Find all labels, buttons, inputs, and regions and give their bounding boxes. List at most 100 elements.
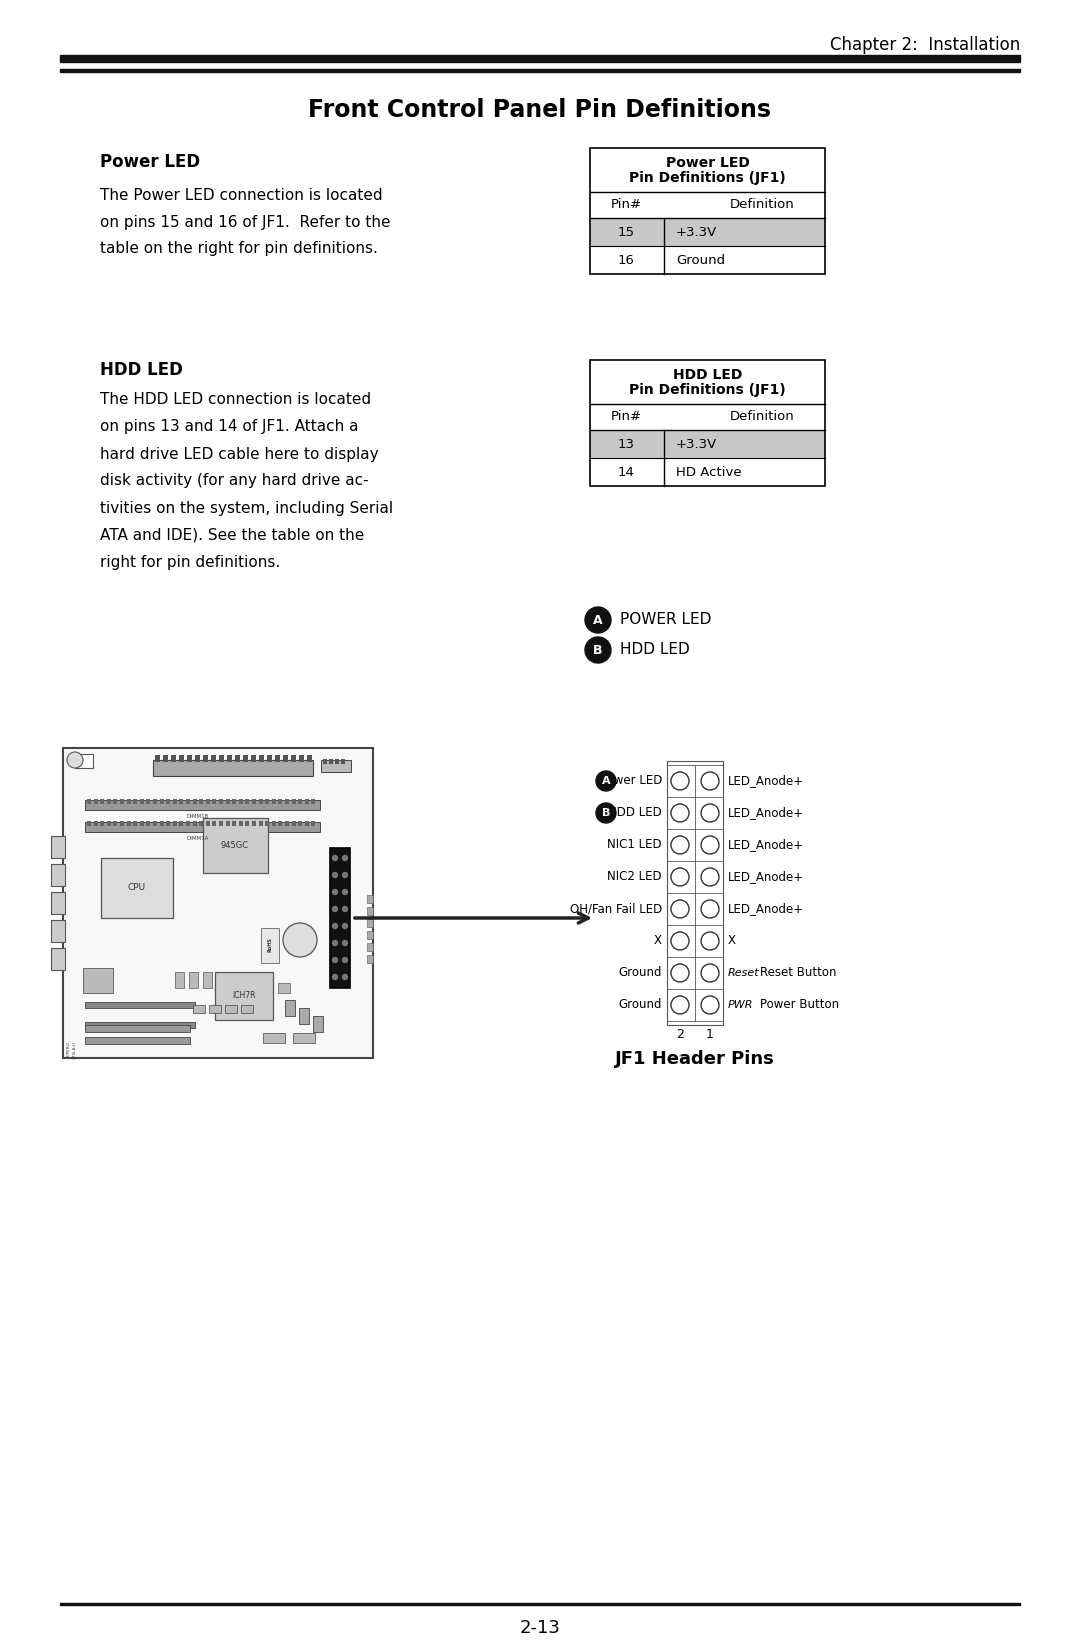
Bar <box>258 799 262 804</box>
Bar <box>175 972 184 988</box>
Bar <box>133 799 137 804</box>
Bar <box>113 799 118 804</box>
Circle shape <box>333 855 337 861</box>
Bar <box>156 756 160 762</box>
Bar <box>245 822 249 827</box>
Bar <box>299 1008 309 1025</box>
Bar <box>245 799 249 804</box>
Bar <box>232 799 237 804</box>
Text: Ground: Ground <box>619 967 662 980</box>
Bar <box>226 799 230 804</box>
Bar <box>298 799 302 804</box>
Circle shape <box>596 804 616 823</box>
Text: Power LED: Power LED <box>599 774 662 787</box>
Text: ATA and IDE). See the table on the: ATA and IDE). See the table on the <box>100 528 364 543</box>
Bar <box>298 822 302 827</box>
Circle shape <box>671 997 689 1015</box>
Circle shape <box>333 906 337 911</box>
Text: B: B <box>593 644 603 657</box>
Text: HD Active: HD Active <box>676 465 742 478</box>
Text: HDD LED: HDD LED <box>100 361 183 380</box>
Text: NIC2 LED: NIC2 LED <box>607 871 662 883</box>
Bar <box>232 822 237 827</box>
Circle shape <box>342 924 348 929</box>
Circle shape <box>596 771 616 790</box>
Text: CPU: CPU <box>127 883 146 893</box>
Bar <box>63 747 373 1058</box>
Text: 15: 15 <box>618 226 635 239</box>
Circle shape <box>701 837 719 855</box>
Bar <box>251 756 256 762</box>
Bar <box>279 799 282 804</box>
Circle shape <box>671 837 689 855</box>
Bar <box>163 756 168 762</box>
Text: 13: 13 <box>618 437 635 450</box>
Text: X: X <box>728 934 735 947</box>
Text: JF1 Header Pins: JF1 Header Pins <box>616 1049 774 1068</box>
Circle shape <box>671 899 689 917</box>
Circle shape <box>701 997 719 1015</box>
Circle shape <box>671 804 689 822</box>
Text: table on the right for pin definitions.: table on the right for pin definitions. <box>100 241 378 256</box>
Text: HDD LED: HDD LED <box>673 368 742 383</box>
Bar <box>60 1604 1020 1605</box>
Text: PWR: PWR <box>728 1000 754 1010</box>
Bar <box>335 759 339 764</box>
Text: Power Button: Power Button <box>760 998 839 1011</box>
Text: 2: 2 <box>676 1028 684 1041</box>
Text: ICH7R: ICH7R <box>232 992 256 1000</box>
Bar <box>211 756 216 762</box>
Bar <box>590 148 825 191</box>
Text: Pin Definitions (JF1): Pin Definitions (JF1) <box>630 172 786 185</box>
Text: HDD LED: HDD LED <box>608 807 662 820</box>
Circle shape <box>701 932 719 950</box>
Bar <box>219 756 224 762</box>
Text: right for pin definitions.: right for pin definitions. <box>100 554 280 569</box>
Bar <box>60 69 1020 73</box>
Circle shape <box>701 868 719 886</box>
Bar <box>367 955 373 964</box>
Bar <box>210 1005 221 1013</box>
Bar <box>83 969 113 993</box>
Bar <box>313 1016 323 1031</box>
Bar <box>226 822 230 827</box>
Text: Ground: Ground <box>619 998 662 1011</box>
Text: DIMM1B: DIMM1B <box>187 813 210 818</box>
Circle shape <box>333 924 337 929</box>
Bar <box>307 756 312 762</box>
Circle shape <box>283 922 318 957</box>
Text: on pins 13 and 14 of JF1. Attach a: on pins 13 and 14 of JF1. Attach a <box>100 419 359 434</box>
Text: Reset: Reset <box>728 969 759 978</box>
Text: Pin Definitions (JF1): Pin Definitions (JF1) <box>630 383 786 398</box>
Text: 14: 14 <box>618 465 634 478</box>
Bar <box>187 756 192 762</box>
Bar <box>147 822 150 827</box>
Bar <box>153 822 157 827</box>
Bar <box>259 756 264 762</box>
Bar <box>292 822 296 827</box>
Bar <box>126 799 131 804</box>
Text: LED_Anode+: LED_Anode+ <box>728 838 805 851</box>
Bar <box>179 822 184 827</box>
Text: Definition: Definition <box>730 198 795 211</box>
Text: NIC1 LED: NIC1 LED <box>607 838 662 851</box>
Bar <box>667 761 723 1025</box>
Bar <box>590 360 825 404</box>
Text: Chapter 2:  Installation: Chapter 2: Installation <box>829 36 1020 54</box>
Bar <box>367 931 373 939</box>
Bar <box>133 822 137 827</box>
Bar <box>264 1033 285 1043</box>
Bar <box>192 822 197 827</box>
Bar <box>203 756 208 762</box>
Text: LED_Anode+: LED_Anode+ <box>728 903 805 916</box>
Bar <box>173 799 177 804</box>
Bar <box>153 761 313 776</box>
Bar <box>166 799 171 804</box>
Text: Definition: Definition <box>730 411 795 424</box>
Bar <box>186 799 190 804</box>
Circle shape <box>671 964 689 982</box>
Text: A: A <box>593 614 603 627</box>
Text: SUPERO: SUPERO <box>67 1041 71 1058</box>
Circle shape <box>342 975 348 980</box>
Bar <box>267 756 272 762</box>
